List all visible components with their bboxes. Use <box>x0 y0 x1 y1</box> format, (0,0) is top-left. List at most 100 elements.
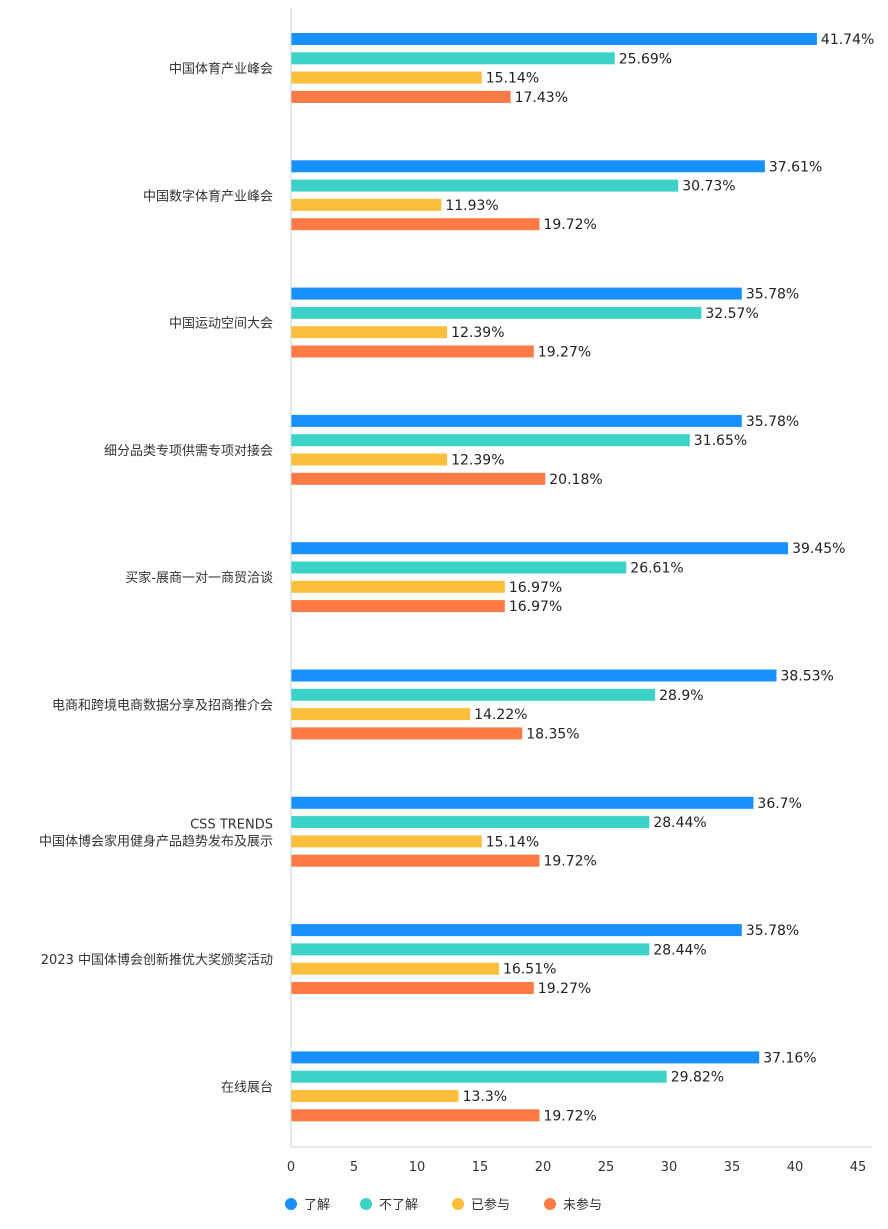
legend[interactable]: 了解 不了解 已参与 未参与 <box>285 1197 602 1213</box>
bar <box>291 727 523 740</box>
category-label: 中国体育产业峰会 <box>169 61 273 77</box>
data-label: 20.18% <box>549 472 602 488</box>
data-label: 28.9% <box>659 688 703 704</box>
category-label: 中国数字体育产业峰会 <box>143 188 273 204</box>
category-label: 电商和跨境电商数据分享及招商推介会 <box>52 697 273 713</box>
x-tick-label: 10 <box>409 1160 426 1175</box>
data-label: 17.43% <box>515 90 568 106</box>
bar <box>291 542 789 555</box>
bar <box>291 472 546 485</box>
legend-marker <box>360 1198 372 1210</box>
data-label: 28.44% <box>653 942 706 958</box>
data-label: 13.3% <box>463 1089 507 1105</box>
bar <box>291 816 650 829</box>
legend-marker <box>452 1198 464 1210</box>
category-label: 2023 中国体博会创新推优大奖颁奖活动 <box>41 952 273 968</box>
bar <box>291 962 500 975</box>
data-label: 35.78% <box>746 287 799 303</box>
category-label: 买家-展商一对一商贸洽谈 <box>125 570 273 586</box>
bar <box>291 708 471 721</box>
bar <box>291 218 540 231</box>
data-label: 39.45% <box>792 541 845 557</box>
bar <box>291 414 742 427</box>
bar <box>291 1090 459 1102</box>
legend-label: 不了解 <box>379 1198 418 1213</box>
data-label: 36.7% <box>757 796 801 812</box>
bars-layer <box>291 33 817 1122</box>
legend-marker <box>285 1198 297 1210</box>
value-labels-layer: 41.74% 25.69% 15.14% 17.43% 37.61% 30.73% 11.9… <box>445 32 874 1124</box>
data-label: 19.27% <box>538 981 591 997</box>
category-label: 在线展台 <box>221 1080 273 1095</box>
legend-item[interactable]: 不了解 <box>360 1198 418 1213</box>
data-label: 19.27% <box>538 345 591 361</box>
bar <box>291 600 505 613</box>
x-tick-label: 40 <box>787 1160 804 1175</box>
x-tick-label: 20 <box>535 1160 552 1175</box>
legend-marker <box>544 1198 556 1210</box>
bar <box>291 943 650 956</box>
data-label: 18.35% <box>526 726 579 742</box>
data-label: 19.72% <box>543 1108 596 1124</box>
x-tick-label: 25 <box>598 1160 615 1175</box>
data-label: 37.16% <box>763 1050 816 1066</box>
data-label: 37.61% <box>769 159 822 175</box>
data-label: 32.57% <box>705 306 758 322</box>
data-label: 41.74% <box>821 32 874 48</box>
bar <box>291 198 442 211</box>
data-label: 30.73% <box>682 179 735 195</box>
bar <box>291 924 742 937</box>
data-label: 35.78% <box>746 414 799 430</box>
bar <box>291 434 690 447</box>
category-label: CSS TRENDS <box>190 817 273 832</box>
x-tick-label: 35 <box>724 1160 741 1175</box>
legend-item[interactable]: 未参与 <box>544 1197 602 1213</box>
axes-layer: 0 5 10 15 20 25 30 35 40 45 <box>287 8 872 1175</box>
bar <box>291 160 765 173</box>
data-label: 31.65% <box>694 433 747 449</box>
bar <box>291 561 627 574</box>
bar <box>291 326 448 339</box>
bar <box>291 580 505 593</box>
data-label: 26.61% <box>630 561 683 577</box>
bar <box>291 33 817 45</box>
legend-item[interactable]: 已参与 <box>452 1197 510 1213</box>
data-label: 12.39% <box>451 325 504 341</box>
bar <box>291 1070 667 1083</box>
bar <box>291 1109 540 1122</box>
data-label: 16.51% <box>503 962 556 978</box>
bar <box>291 669 777 682</box>
bar <box>291 854 540 867</box>
category-label: 中国运动空间大会 <box>169 317 273 332</box>
data-label: 16.97% <box>509 580 562 596</box>
bar <box>291 796 754 809</box>
x-tick-label: 0 <box>287 1160 295 1175</box>
bar <box>291 688 656 701</box>
bar <box>291 453 448 466</box>
data-label: 38.53% <box>780 669 833 685</box>
legend-item[interactable]: 了解 <box>285 1198 330 1213</box>
category-labels-layer: 中国体育产业峰会中国数字体育产业峰会中国运动空间大会细分品类专项供需专项对接会买… <box>39 61 273 1095</box>
data-label: 11.93% <box>445 198 498 214</box>
bar <box>291 52 615 65</box>
x-tick-label: 45 <box>850 1160 867 1175</box>
data-label: 25.69% <box>619 51 672 67</box>
data-label: 16.97% <box>509 599 562 615</box>
data-label: 14.22% <box>474 707 527 723</box>
bar <box>291 287 742 300</box>
category-label: 中国体博会家用健身产品趋势发布及展示 <box>39 833 273 849</box>
data-label: 19.72% <box>543 217 596 233</box>
bar <box>291 306 702 319</box>
data-label: 35.78% <box>746 923 799 939</box>
category-label: 细分品类专项供需专项对接会 <box>104 443 273 459</box>
bar <box>291 835 482 848</box>
data-label: 15.14% <box>486 71 539 87</box>
legend-label: 了解 <box>304 1198 330 1213</box>
bar <box>291 179 679 192</box>
x-tick-label: 15 <box>472 1160 489 1175</box>
bar <box>291 1051 760 1064</box>
data-label: 12.39% <box>451 453 504 469</box>
data-label: 29.82% <box>671 1070 724 1086</box>
bar <box>291 90 511 103</box>
